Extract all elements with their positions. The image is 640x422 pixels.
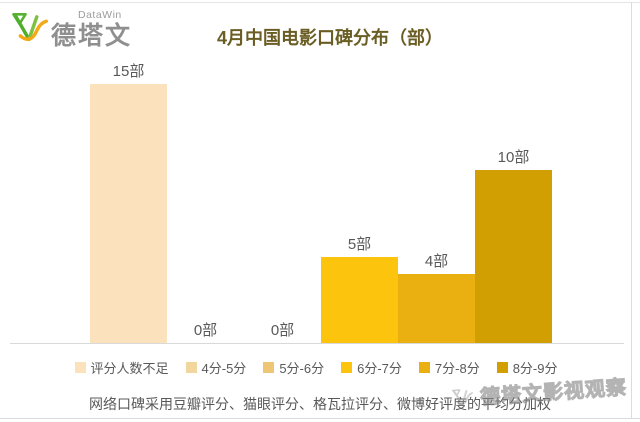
logo-text: DataWin 德塔文 bbox=[51, 10, 132, 49]
legend-item: 8分-9分 bbox=[496, 358, 558, 377]
legend-swatch bbox=[496, 362, 508, 373]
bar bbox=[90, 84, 167, 343]
bar-chart: 15部 0部 0部 5部 4部 10部 bbox=[10, 0, 624, 344]
legend-label: 4分-5分 bbox=[201, 361, 247, 376]
legend-label: 6分-7分 bbox=[357, 361, 402, 376]
datawin-logo: DataWin 德塔文 bbox=[10, 10, 132, 49]
legend-label: 7分-8分 bbox=[434, 361, 480, 376]
datawin-logo-icon bbox=[12, 13, 48, 42]
bar-group: 15部 bbox=[90, 0, 167, 343]
legend-item: 评分人数不足 bbox=[74, 358, 169, 377]
bar bbox=[398, 274, 475, 343]
logo-brand-en: DataWin bbox=[78, 9, 122, 21]
bar-value-label: 5部 bbox=[347, 235, 372, 253]
top-border-line bbox=[0, 2, 640, 3]
bar-value-label: 15部 bbox=[112, 62, 145, 80]
legend-item: 6分-7分 bbox=[341, 358, 402, 377]
legend-item: 7分-8分 bbox=[418, 358, 480, 377]
bar-group: 5部 bbox=[321, 0, 398, 343]
bottom-border-line bbox=[0, 418, 640, 419]
bar-value-label: 0部 bbox=[270, 321, 295, 339]
legend-item: 5分-6分 bbox=[263, 358, 324, 377]
bar bbox=[475, 170, 552, 343]
legend-item: 4分-5分 bbox=[185, 358, 247, 377]
legend-label: 8分-9分 bbox=[512, 361, 558, 376]
legend-swatch bbox=[341, 362, 353, 373]
legend-swatch bbox=[418, 362, 430, 373]
bar-group: 4部 bbox=[398, 0, 475, 343]
footnote: 网络口碑采用豆瓣评分、猫眼评分、格瓦拉评分、微博好评度的平均分加权 bbox=[89, 396, 551, 412]
chart-title: 4月中国电影口碑分布（部） bbox=[216, 28, 443, 48]
legend-swatch bbox=[263, 362, 275, 373]
bar bbox=[321, 257, 398, 343]
bar-value-label: 4部 bbox=[424, 252, 449, 270]
legend-swatch bbox=[74, 362, 86, 373]
bar-value-label: 10部 bbox=[497, 148, 530, 166]
chart-legend: 评分人数不足 4分-5分 5分-6分 6分-7分 7分-8分 8分-9分 bbox=[0, 358, 632, 377]
right-border-line bbox=[631, 2, 632, 418]
x-axis-line bbox=[10, 343, 624, 344]
bar-group: 0部 bbox=[167, 0, 244, 343]
bar-value-label: 0部 bbox=[193, 321, 218, 339]
logo-brand-cn: 德塔文 bbox=[51, 21, 133, 50]
legend-swatch bbox=[185, 362, 197, 373]
legend-label: 评分人数不足 bbox=[90, 361, 169, 376]
bar-group: 0部 bbox=[244, 0, 321, 343]
legend-label: 5分-6分 bbox=[279, 361, 325, 376]
bar-group: 10部 bbox=[475, 0, 552, 343]
